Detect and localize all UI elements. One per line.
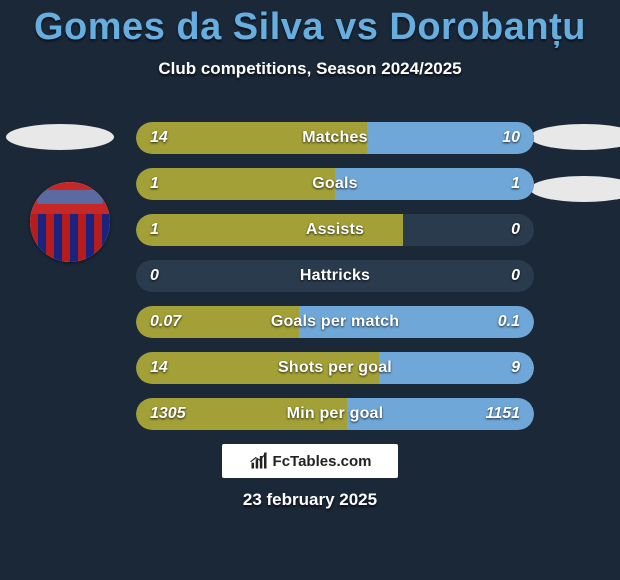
club-logo [30, 182, 110, 262]
stat-row: Min per goal1305 1151 [136, 398, 534, 430]
stat-value-right: 1 [511, 168, 520, 200]
stat-label: Goals per match [136, 306, 534, 338]
stat-label: Goals [136, 168, 534, 200]
stat-value-left: 1305 [150, 398, 186, 430]
stat-value-right: 0 [511, 214, 520, 246]
player-left-placeholder [6, 124, 114, 150]
player-right-placeholder-1 [530, 124, 620, 150]
stat-label: Shots per goal [136, 352, 534, 384]
stat-label: Matches [136, 122, 534, 154]
page-title: Gomes da Silva vs Dorobanțu [0, 0, 620, 49]
stat-row: Goals1 1 [136, 168, 534, 200]
stat-value-right: 0 [511, 260, 520, 292]
stat-label: Assists [136, 214, 534, 246]
report-date: 23 february 2025 [0, 490, 620, 510]
stat-value-left: 14 [150, 122, 168, 154]
stat-label: Min per goal [136, 398, 534, 430]
stat-value-left: 14 [150, 352, 168, 384]
brand-badge: FcTables.com [222, 444, 398, 478]
stat-row: Goals per match0.07 0.1 [136, 306, 534, 338]
stat-value-left: 1 [150, 168, 159, 200]
stat-row: Shots per goal14 9 [136, 352, 534, 384]
stat-value-left: 0.07 [150, 306, 181, 338]
brand-text: FcTables.com [273, 453, 372, 470]
stat-row: Matches14 10 [136, 122, 534, 154]
stat-row: Assists1 0 [136, 214, 534, 246]
stat-label: Hattricks [136, 260, 534, 292]
stat-row: Hattricks0 0 [136, 260, 534, 292]
page-subtitle: Club competitions, Season 2024/2025 [0, 59, 620, 79]
stat-value-right: 10 [502, 122, 520, 154]
stat-value-right: 1151 [486, 398, 520, 430]
brand-chart-icon [249, 451, 269, 471]
stat-value-left: 0 [150, 260, 159, 292]
stats-container: Matches1410Goals11Assists10Hattricks00Go… [136, 122, 534, 444]
stat-value-right: 9 [511, 352, 520, 384]
stat-value-right: 0.1 [498, 306, 520, 338]
player-right-placeholder-2 [530, 176, 620, 202]
stat-value-left: 1 [150, 214, 159, 246]
